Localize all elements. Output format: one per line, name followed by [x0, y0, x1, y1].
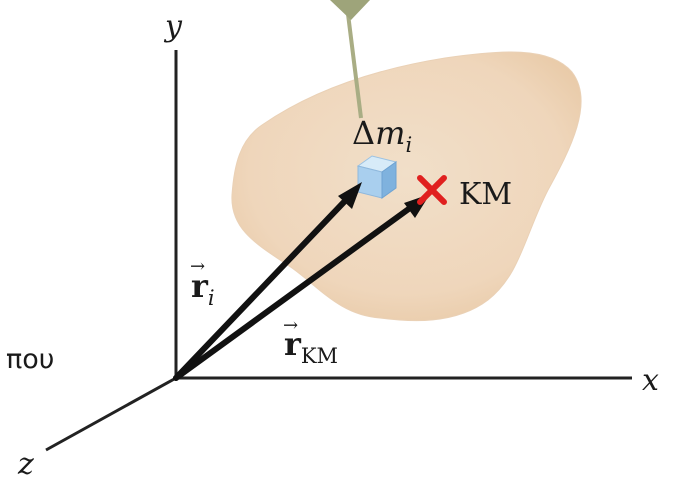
vector-r-cm-symbol: r	[284, 325, 302, 363]
vector-r-i-symbol: r	[191, 267, 209, 305]
vector-r-cm-arrow: →	[283, 315, 298, 336]
vector-r-i-arrow: →	[190, 256, 205, 277]
mass-subscript: i	[405, 133, 412, 157]
y-axis-label: y	[163, 9, 183, 44]
suspension-hook	[330, 0, 370, 20]
vector-r-i	[173, 182, 362, 381]
z-axis-label: z	[17, 447, 34, 479]
center-of-mass-label: KM	[459, 177, 512, 212]
z-axis	[45, 376, 177, 452]
vector-r-cm-label: rKM	[284, 325, 338, 368]
vector-r-i-label: ri	[191, 267, 215, 310]
delta-symbol: Δ	[352, 114, 375, 152]
mass-element-label: Δmi	[352, 114, 412, 157]
vector-r-cm-subscript: KM	[301, 344, 338, 368]
center-of-mass-marker	[417, 175, 447, 205]
side-text: που	[6, 344, 55, 375]
extended-body	[231, 51, 582, 322]
vector-r-i-subscript: i	[208, 286, 215, 310]
suspension-string	[346, 13, 363, 119]
mass-symbol: m	[375, 114, 405, 152]
x-axis-label: x	[642, 363, 659, 398]
mass-element-cube	[356, 155, 398, 199]
